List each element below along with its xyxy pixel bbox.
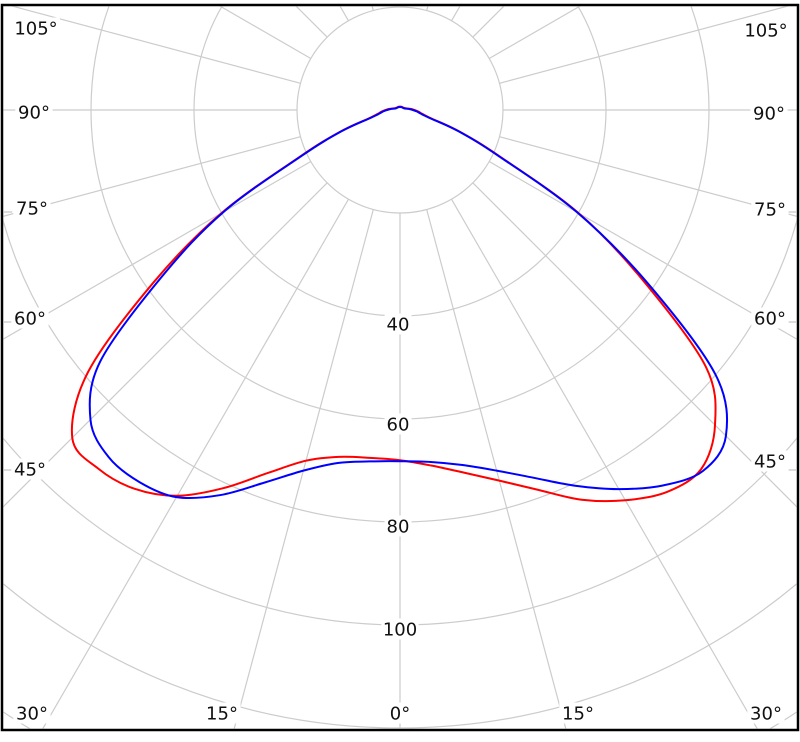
angle-label-right-90deg: 90° [753, 103, 785, 124]
angle-label-right-45deg-bg [751, 450, 789, 472]
angle-label-right-105deg: 105° [744, 20, 787, 41]
blue-curve [88, 106, 729, 500]
angle-label-right-75deg: 75° [754, 199, 786, 220]
value-label-100-bg [381, 618, 419, 640]
grid-radial-105 [499, 6, 789, 84]
edge-ticks [3, 211, 797, 471]
angle-label-bottom-1-15deg: 15° [206, 703, 238, 724]
angle-label-right-105deg-bg [742, 19, 790, 41]
angle-label-bottom-1-15deg-bg [203, 702, 241, 724]
grid-radial-75 [499, 136, 797, 217]
angle-label-right-45deg: 45° [754, 451, 786, 472]
grid-radial-300 [3, 160, 312, 340]
grid-radial-330 [42, 198, 350, 729]
grid-radial-255 [11, 6, 301, 84]
grid-radial-315 [3, 182, 328, 508]
value-label-80-bg [384, 515, 412, 537]
angle-label-bottom-3-15deg-bg [559, 702, 597, 724]
grid-radial-60 [488, 160, 797, 340]
grid-radial-15 [426, 209, 567, 729]
grid-radial-345 [233, 209, 374, 729]
value-label-80: 80 [387, 516, 410, 537]
value-label-100: 100 [383, 619, 417, 640]
angle-label-bottom-2-0deg: 0° [390, 703, 410, 724]
angle-label-left-90deg-bg [15, 101, 53, 123]
grid-radial-45 [472, 182, 797, 508]
angle-label-left-75deg-bg [13, 197, 51, 219]
angle-label-left-105deg-bg [12, 17, 60, 39]
angle-label-left-60deg-bg [11, 307, 49, 329]
angle-label-bottom-2-0deg-bg [386, 702, 414, 724]
angle-label-right-75deg-bg [751, 198, 789, 220]
angle-label-bottom-3-15deg: 15° [562, 703, 594, 724]
grid-radial-30 [450, 198, 758, 729]
angle-label-left-90deg: 90° [18, 102, 50, 123]
angle-label-left-60deg: 60° [14, 308, 46, 329]
angle-label-bottom-0-30deg: 30° [16, 703, 48, 724]
angle-label-left-105deg: 105° [14, 18, 57, 39]
angle-label-right-60deg-bg [751, 307, 789, 329]
angle-label-left-75deg: 75° [16, 198, 48, 219]
angle-label-bottom-0-30deg-bg [13, 702, 51, 724]
chart-frame [0, 3, 800, 732]
angle-label-right-60deg: 60° [754, 308, 786, 329]
angle-label-bottom-4-30deg-bg [747, 702, 785, 724]
angle-label-right-90deg-bg [750, 102, 788, 124]
angle-label-left-45deg: 45° [14, 459, 46, 480]
value-label-40-bg [384, 313, 412, 335]
angle-label-bottom-4-30deg: 30° [750, 703, 782, 724]
grid-radial-285 [3, 136, 301, 217]
value-label-40: 40 [387, 314, 410, 335]
value-label-60: 60 [387, 414, 410, 435]
angle-label-left-45deg-bg [11, 458, 49, 480]
value-label-60-bg [384, 413, 412, 435]
